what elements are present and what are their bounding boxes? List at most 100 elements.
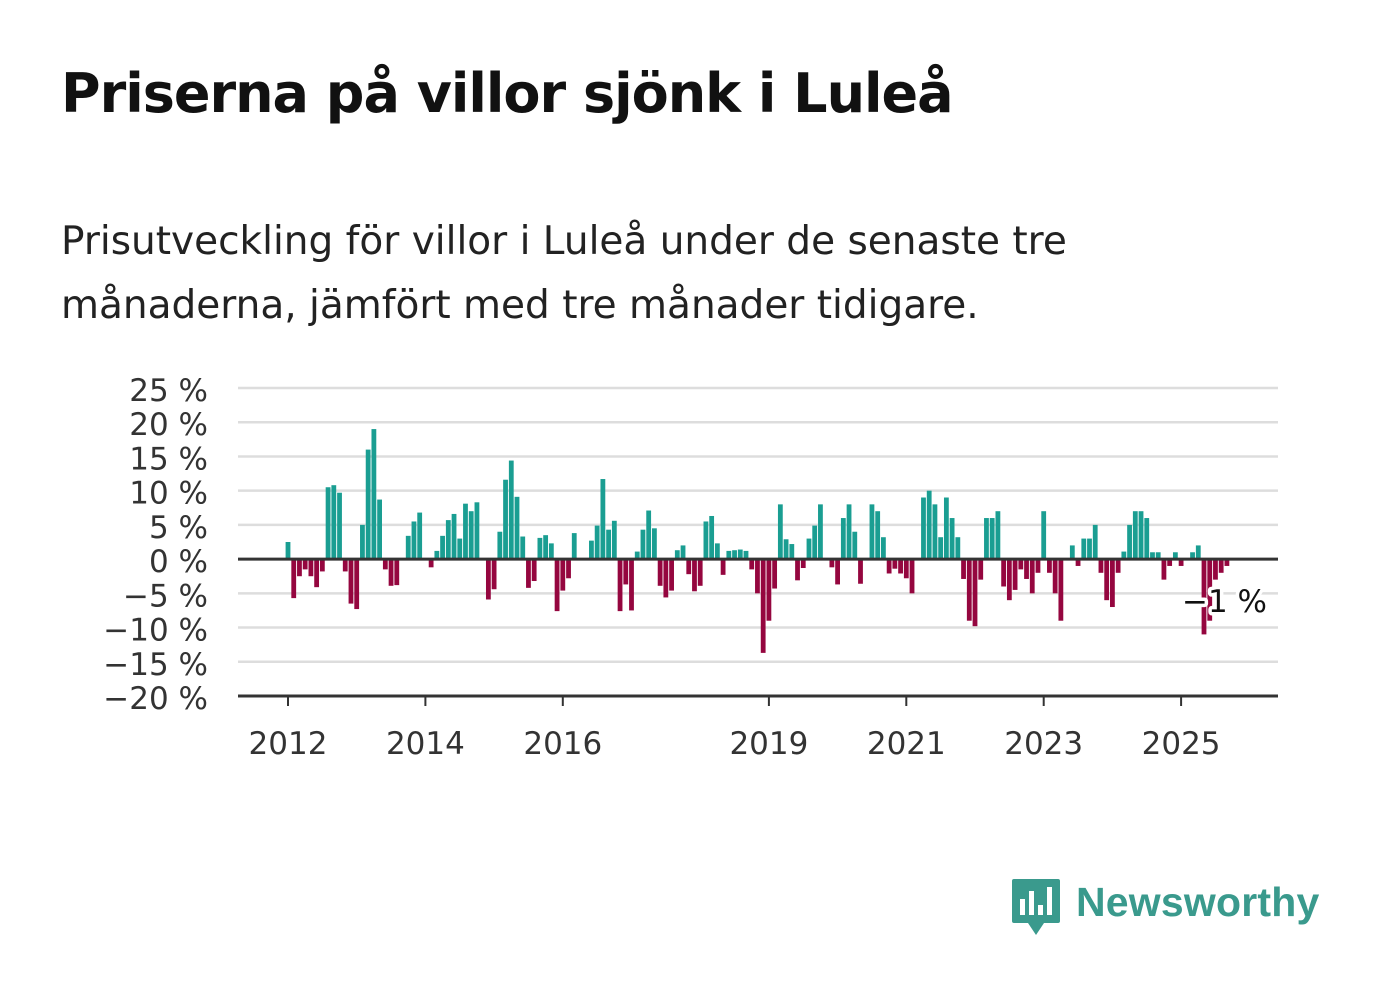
y-tick-label: −10 % bbox=[103, 613, 208, 649]
x-tick-label: 2014 bbox=[386, 726, 465, 762]
bar bbox=[686, 559, 692, 575]
bar bbox=[669, 559, 674, 591]
bar bbox=[1167, 559, 1173, 566]
bar bbox=[1058, 559, 1064, 621]
bar bbox=[1104, 559, 1110, 601]
bar bbox=[360, 524, 365, 560]
bar bbox=[663, 559, 669, 598]
bar bbox=[1047, 559, 1052, 573]
bar bbox=[1121, 551, 1127, 560]
bar bbox=[743, 550, 749, 560]
bar bbox=[440, 535, 445, 560]
bar bbox=[623, 559, 629, 585]
bar bbox=[560, 559, 566, 591]
bar bbox=[932, 504, 938, 560]
bar bbox=[795, 559, 800, 581]
brand-name: Newsworthy bbox=[1076, 879, 1320, 925]
bar bbox=[1224, 559, 1230, 566]
axes bbox=[238, 557, 1278, 706]
bar bbox=[989, 518, 995, 560]
last-value-label: −1 % bbox=[1182, 584, 1267, 620]
bar bbox=[777, 504, 783, 560]
newsworthy-logo: Newsworthy bbox=[1010, 877, 1320, 939]
bar bbox=[571, 533, 577, 560]
x-tick-label: 2025 bbox=[1142, 726, 1221, 762]
bar bbox=[749, 559, 755, 570]
y-axis-labels: 25 %20 %15 %10 %5 %0 %−5 %−10 %−15 %−20 … bbox=[103, 373, 208, 717]
chart-title: Priserna på villor sjönk i Luleå bbox=[61, 62, 954, 125]
bar bbox=[726, 550, 732, 560]
bar bbox=[755, 559, 760, 594]
bar bbox=[881, 537, 886, 560]
bar bbox=[445, 520, 451, 560]
bar bbox=[1161, 559, 1167, 580]
bar bbox=[840, 518, 846, 560]
bar bbox=[600, 479, 606, 560]
x-tick-label: 2021 bbox=[867, 726, 946, 762]
bar bbox=[806, 538, 812, 560]
bar bbox=[1052, 559, 1058, 594]
bar bbox=[737, 549, 743, 560]
bar bbox=[394, 559, 400, 586]
bar bbox=[474, 502, 480, 560]
bar bbox=[720, 559, 726, 575]
bar bbox=[921, 497, 926, 560]
bar bbox=[554, 559, 560, 612]
bar bbox=[818, 504, 823, 560]
bar bbox=[766, 559, 772, 621]
bar bbox=[1218, 559, 1224, 573]
bar bbox=[869, 504, 875, 560]
bar bbox=[1098, 559, 1104, 573]
bar bbox=[732, 550, 737, 560]
bar bbox=[852, 531, 858, 560]
bar bbox=[342, 559, 348, 572]
bar bbox=[898, 559, 903, 574]
bar bbox=[943, 497, 949, 560]
bar bbox=[846, 504, 852, 560]
bar bbox=[1201, 559, 1207, 635]
bar bbox=[909, 559, 915, 594]
bar bbox=[566, 559, 571, 579]
bar bbox=[783, 539, 789, 560]
bar bbox=[526, 559, 531, 588]
bar bbox=[657, 559, 663, 586]
y-tick-label: 5 % bbox=[149, 510, 208, 546]
bar bbox=[1029, 559, 1035, 594]
y-tick-label: 25 % bbox=[129, 373, 208, 409]
bar bbox=[291, 559, 297, 599]
bar bbox=[302, 559, 308, 570]
bar bbox=[674, 550, 680, 560]
bar bbox=[652, 528, 657, 560]
bar bbox=[1069, 545, 1075, 560]
bar bbox=[703, 521, 709, 560]
bar bbox=[961, 559, 966, 579]
bar bbox=[1006, 559, 1012, 601]
bar bbox=[772, 559, 778, 589]
bar bbox=[1207, 559, 1213, 621]
bar bbox=[503, 479, 508, 560]
bar bbox=[365, 449, 371, 560]
bar bbox=[926, 490, 932, 560]
x-axis-labels: 2012 2014 2016 2019 2021 2023 2025 bbox=[249, 726, 1221, 762]
bar bbox=[520, 536, 526, 560]
x-tick-label: 2016 bbox=[523, 726, 602, 762]
bar bbox=[411, 521, 417, 560]
bar bbox=[697, 559, 703, 586]
bar bbox=[829, 559, 835, 568]
y-tick-label: −15 % bbox=[103, 647, 208, 683]
bar bbox=[1115, 559, 1121, 573]
bar bbox=[325, 487, 331, 560]
bar bbox=[537, 537, 543, 560]
bar bbox=[835, 559, 840, 585]
bar bbox=[1012, 559, 1018, 590]
bar bbox=[789, 544, 795, 560]
bar bbox=[589, 540, 594, 560]
bar bbox=[1213, 559, 1218, 580]
bar bbox=[692, 559, 697, 592]
bar bbox=[978, 559, 984, 580]
bar bbox=[709, 515, 715, 560]
bar bbox=[508, 460, 514, 560]
bar bbox=[417, 512, 423, 560]
bar bbox=[314, 559, 320, 588]
bar bbox=[382, 559, 388, 570]
